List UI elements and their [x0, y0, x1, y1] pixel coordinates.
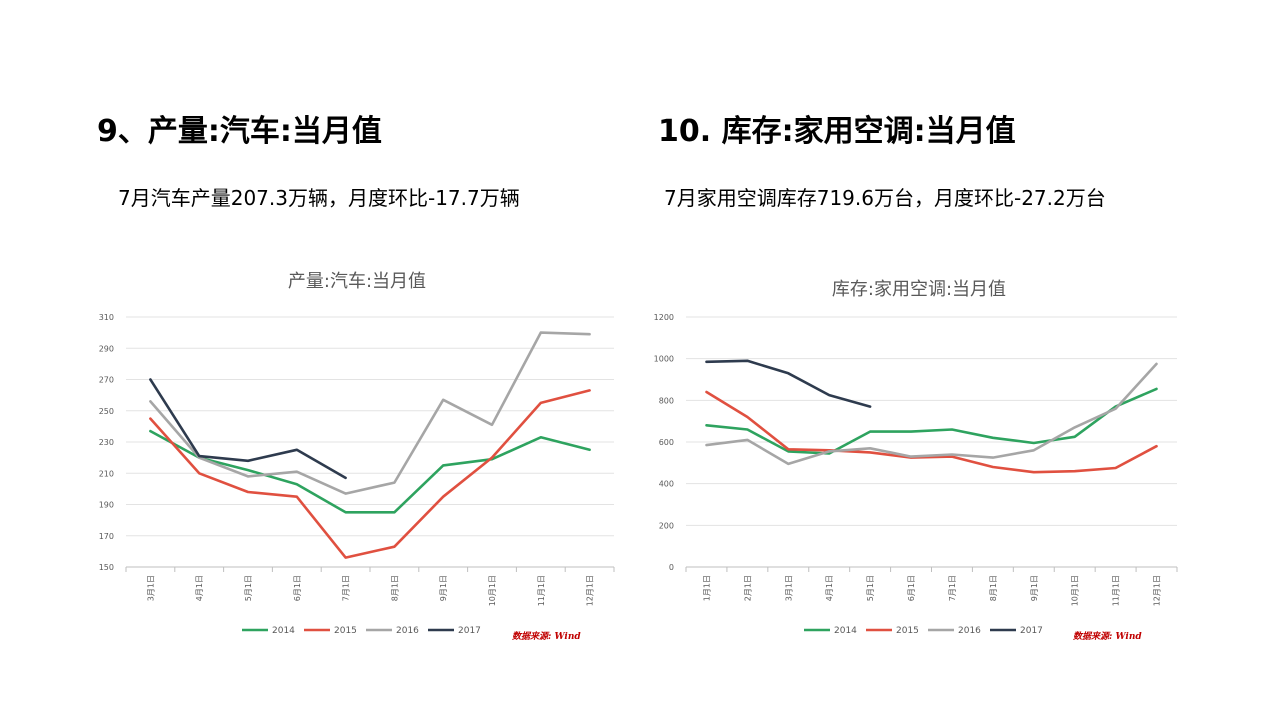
- series-line-2017: [149, 378, 347, 480]
- x-tick-label: 9月1日: [1030, 575, 1039, 601]
- x-tick-label: 8月1日: [390, 575, 399, 601]
- y-tick-label: 1200: [654, 313, 674, 322]
- car-production-chart-svg: 产量:汽车:当月值 150 170 190 210 230 250 270 290 310 3月1日…: [99, 271, 615, 642]
- car-production-chart: 产量:汽车:当月值 150 170 190 210 230 250 270 290 310 3月1日…: [99, 271, 615, 642]
- data-source-note: 数据来源: Wind: [1073, 631, 1142, 642]
- y-tick-label: 310: [99, 313, 114, 322]
- x-tick-label: 4月1日: [195, 575, 204, 601]
- right-subtitle: 7月家用空调库存719.6万台，月度环比-27.2万台: [664, 186, 1106, 210]
- x-tick-label: 7月1日: [342, 575, 351, 601]
- x-tick-label: 3月1日: [784, 575, 793, 601]
- legend-label-2017: 2017: [458, 626, 481, 636]
- ac-inventory-chart: 库存:家用空调:当月值 0 200 400 600 800 1000 1200 1月1日 2月1日…: [640, 0, 1280, 720]
- x-tick-label: 12月1日: [586, 575, 595, 606]
- y-tick-label: 290: [99, 344, 114, 353]
- data-source-note: 数据来源: Wind: [512, 631, 581, 642]
- left-subtitle: 7月汽车产量207.3万辆，月度环比-17.7万辆: [118, 186, 520, 210]
- legend-label-2016: 2016: [396, 626, 419, 636]
- y-tick-label: 190: [99, 501, 114, 510]
- x-tick-label: 6月1日: [293, 575, 302, 601]
- legend-label-2015: 2015: [896, 626, 919, 636]
- x-tick-label: 10月1日: [488, 575, 497, 606]
- x-tick-label: 6月1日: [907, 575, 916, 601]
- series-line-2016: [705, 362, 1158, 466]
- left-heading: 9、产量:汽车:当月值: [97, 114, 382, 149]
- legend-label-2014: 2014: [272, 626, 295, 636]
- y-tick-label: 400: [659, 480, 674, 489]
- x-tick-label: 11月1日: [1112, 575, 1121, 606]
- series-line-2014: [149, 429, 591, 514]
- x-tick-label: 10月1日: [1071, 575, 1080, 606]
- y-tick-label: 170: [99, 532, 114, 541]
- x-tick-label: 8月1日: [989, 575, 998, 601]
- x-tick-label: 5月1日: [244, 575, 253, 601]
- x-tick-label: 11月1日: [537, 575, 546, 606]
- right-heading: 10. 库存:家用空调:当月值: [658, 114, 1016, 149]
- y-tick-label: 600: [659, 438, 674, 447]
- y-tick-label: 200: [659, 521, 674, 530]
- y-tick-label: 800: [659, 396, 674, 405]
- x-tick-label: 1月1日: [702, 575, 711, 601]
- series-line-2016: [149, 331, 591, 495]
- x-tick-label: 7月1日: [948, 575, 957, 601]
- y-tick-label: 230: [99, 438, 114, 447]
- x-tick-label: 4月1日: [825, 575, 834, 601]
- legend-label-2016: 2016: [958, 626, 981, 636]
- y-tick-label: 150: [99, 563, 114, 572]
- legend-label-2017: 2017: [1020, 626, 1043, 636]
- x-tick-label: 2月1日: [743, 575, 752, 601]
- x-tick-label: 12月1日: [1153, 575, 1162, 606]
- ac-inventory-chart-svg: 库存:家用空调:当月值 0 200 400 600 800 1000 1200 1月1日 2月1日…: [654, 279, 1178, 642]
- series-line-2017: [705, 359, 872, 408]
- series-line-2014: [705, 387, 1158, 455]
- legend-label-2015: 2015: [334, 626, 357, 636]
- y-tick-label: 250: [99, 407, 114, 416]
- chart-title: 库存:家用空调:当月值: [832, 279, 1006, 300]
- legend-label-2014: 2014: [834, 626, 857, 636]
- x-tick-label: 3月1日: [146, 575, 155, 601]
- y-tick-label: 1000: [654, 355, 674, 364]
- chart-title: 产量:汽车:当月值: [288, 271, 426, 292]
- x-tick-label: 9月1日: [439, 575, 448, 601]
- series-line-2015: [149, 389, 591, 559]
- x-tick-label: 5月1日: [866, 575, 875, 601]
- y-tick-label: 0: [669, 563, 674, 572]
- y-tick-label: 210: [99, 469, 114, 478]
- y-tick-label: 270: [99, 376, 114, 385]
- series-line-2015: [705, 390, 1158, 474]
